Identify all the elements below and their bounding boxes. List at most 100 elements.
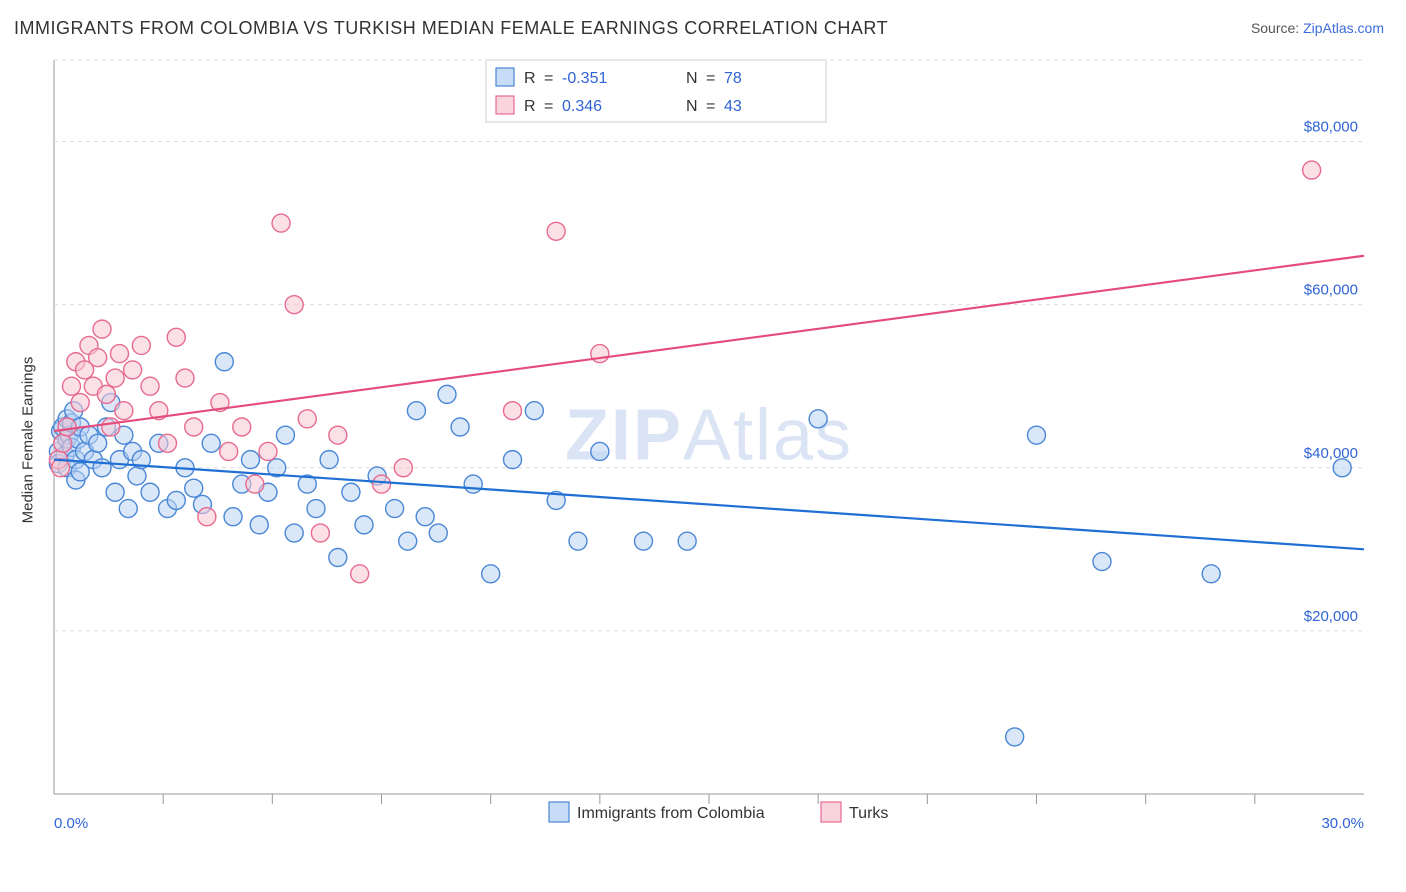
source-label: Source: [1251,20,1303,36]
legend-n-value: 78 [724,70,742,87]
data-point [351,565,369,583]
data-point [259,442,277,460]
y-tick-label: $80,000 [1304,119,1358,136]
data-point [298,410,316,428]
data-point [115,402,133,420]
data-point [54,434,72,452]
data-point [128,467,146,485]
data-point [525,402,543,420]
data-point [242,451,260,469]
data-point [176,369,194,387]
data-point [124,361,142,379]
data-point [429,524,447,542]
legend-n-value: 43 [724,98,742,115]
data-point [58,418,76,436]
data-point [250,516,268,534]
legend-n-label: N [686,70,698,87]
data-point [141,483,159,501]
data-point [809,410,827,428]
svg-text:=: = [706,98,715,115]
svg-text:=: = [706,70,715,87]
data-point [591,442,609,460]
data-point [386,500,404,518]
data-point [97,385,115,403]
data-point [224,508,242,526]
x-tick-label: 30.0% [1321,815,1364,832]
data-point [635,532,653,550]
data-point [464,475,482,493]
data-point [399,532,417,550]
correlation-scatter-chart: $20,000 $40,000 $60,000 $80,000 0.0% 30.0% ZIP… [46,52,1376,832]
data-point [185,418,203,436]
legend-stats-box [486,60,826,122]
data-point [119,500,137,518]
bottom-legend-label: Immigrants from Colombia [577,805,765,822]
data-point [106,483,124,501]
source-attribution: Source: ZipAtlas.com [1251,20,1384,36]
data-point [678,532,696,550]
y-tick-label: $40,000 [1304,445,1358,462]
data-point [1202,565,1220,583]
data-point [311,524,329,542]
data-point [1093,553,1111,571]
data-point [202,434,220,452]
legend-r-value: 0.346 [562,98,602,115]
watermark: ZIPAtlas [565,396,853,476]
data-point [111,345,129,363]
data-point [504,402,522,420]
data-point [394,459,412,477]
data-point [215,353,233,371]
legend-n-label: N [686,98,698,115]
data-point [198,508,216,526]
data-point [159,434,177,452]
chart-title: IMMIGRANTS FROM COLOMBIA VS TURKISH MEDI… [14,18,888,39]
chart-container: $20,000 $40,000 $60,000 $80,000 0.0% 30.0% ZIP… [46,52,1376,832]
data-point [1303,161,1321,179]
data-point [307,500,325,518]
data-point [233,418,251,436]
bottom-legend-label: Turks [849,805,888,822]
svg-text:=: = [544,70,553,87]
data-point [569,532,587,550]
data-point [1006,728,1024,746]
data-point [285,296,303,314]
data-point [342,483,360,501]
data-point [1333,459,1351,477]
svg-text:=: = [544,98,553,115]
data-point [373,475,391,493]
data-point [407,402,425,420]
y-tick-label: $60,000 [1304,282,1358,299]
data-point [167,491,185,509]
legend-r-label: R [524,98,536,115]
data-point [106,369,124,387]
legend-swatch [496,68,514,86]
bottom-legend-swatch [549,802,569,822]
data-point [89,434,107,452]
data-point [329,426,347,444]
data-point [132,336,150,354]
y-tick-label: $20,000 [1304,608,1358,625]
data-point [1028,426,1046,444]
data-point [185,479,203,497]
data-point [276,426,294,444]
source-link[interactable]: ZipAtlas.com [1303,20,1384,36]
data-point [71,394,89,412]
data-point [272,214,290,232]
data-point [141,377,159,395]
data-point [320,451,338,469]
data-point [93,320,111,338]
data-point [89,349,107,367]
data-point [220,442,238,460]
y-axis-label: Median Female Earnings [20,357,37,524]
bottom-legend-swatch [821,802,841,822]
data-point [62,377,80,395]
data-point [416,508,434,526]
legend-r-value: -0.351 [562,70,607,87]
data-point [355,516,373,534]
x-tick-label: 0.0% [54,815,88,832]
data-point [451,418,469,436]
legend-swatch [496,96,514,114]
data-point [102,418,120,436]
legend-r-label: R [524,70,536,87]
data-point [167,328,185,346]
